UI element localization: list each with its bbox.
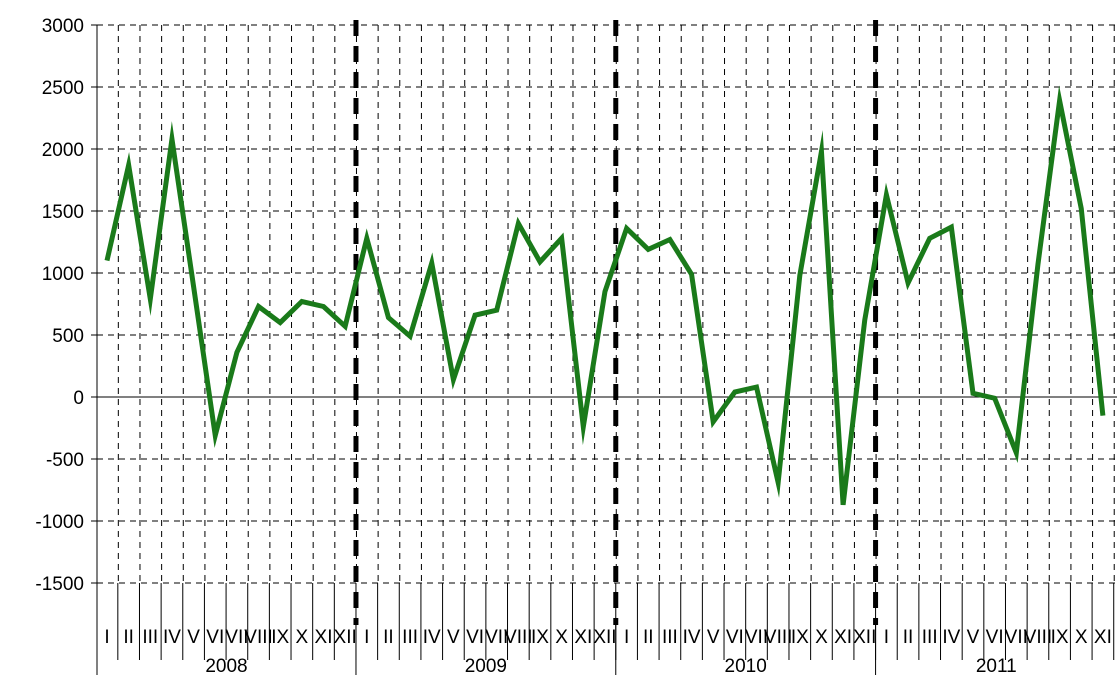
month-label: III (402, 627, 418, 648)
month-label: XII (334, 627, 357, 648)
month-label: IV (942, 627, 960, 648)
month-label: IV (423, 627, 441, 648)
month-label: III (142, 627, 158, 648)
y-tick-label: 2500 (42, 78, 84, 99)
month-label: XI (315, 627, 333, 648)
month-label: V (707, 627, 720, 648)
month-label: III (662, 627, 678, 648)
month-label: II (383, 627, 394, 648)
year-dividers (353, 20, 879, 625)
month-label: X (296, 627, 309, 648)
year-label: 2010 (725, 656, 767, 675)
year-label: 2011 (976, 656, 1017, 675)
month-label: I (364, 627, 369, 648)
month-label: VII (485, 627, 508, 648)
y-tick-label: 500 (52, 326, 84, 347)
month-label: IV (163, 627, 181, 648)
month-label: IX (791, 627, 809, 648)
y-tick-label: -500 (46, 450, 84, 471)
month-label: I (104, 627, 109, 648)
month-label: X (555, 627, 568, 648)
month-label: VIII (244, 627, 273, 648)
grid (97, 24, 1117, 584)
y-tick-label: -1500 (35, 574, 84, 595)
y-tick-label: 3000 (42, 16, 84, 37)
month-label: IX (1051, 627, 1069, 648)
y-tick-label: 1500 (42, 202, 84, 223)
month-label: VI (466, 627, 484, 648)
series-line (104, 85, 1106, 506)
month-label: II (903, 627, 914, 648)
y-tick-label: 2000 (42, 140, 84, 161)
month-label: XI (574, 627, 592, 648)
year-label: 2008 (205, 656, 247, 675)
data-series (104, 85, 1106, 506)
month-label: XI (834, 627, 852, 648)
month-label: XI (1094, 627, 1112, 648)
month-label: X (1075, 627, 1088, 648)
y-tick-label: 1000 (42, 264, 84, 285)
month-label: IV (683, 627, 701, 648)
month-label: III (922, 627, 938, 648)
month-label: X (815, 627, 828, 648)
month-label: VIII (1024, 627, 1053, 648)
month-label: VII (225, 627, 248, 648)
month-label: VI (986, 627, 1004, 648)
month-label: VII (1005, 627, 1028, 648)
month-label: V (187, 627, 200, 648)
month-label: VIII (504, 627, 533, 648)
month-label: XII (853, 627, 876, 648)
year-label: 2009 (465, 656, 507, 675)
month-label: IX (271, 627, 289, 648)
month-label: V (447, 627, 460, 648)
month-label: II (123, 627, 134, 648)
month-label: II (643, 627, 654, 648)
month-label: V (967, 627, 980, 648)
year-labels: 2008 2009 2010 2011 (205, 656, 1016, 675)
month-label: IX (531, 627, 549, 648)
y-tick-label: -1000 (35, 512, 84, 533)
month-label: VI (206, 627, 224, 648)
y-tick-label: 0 (73, 388, 84, 409)
month-label: VIII (764, 627, 793, 648)
month-label: I (624, 627, 629, 648)
month-label: XII (593, 627, 616, 648)
y-tick-labels: 3000 2500 2000 1500 1000 500 0 -500 -1000 -1500 (35, 16, 84, 595)
month-label: I (884, 627, 889, 648)
month-label: VI (726, 627, 744, 648)
month-label: VII (745, 627, 768, 648)
